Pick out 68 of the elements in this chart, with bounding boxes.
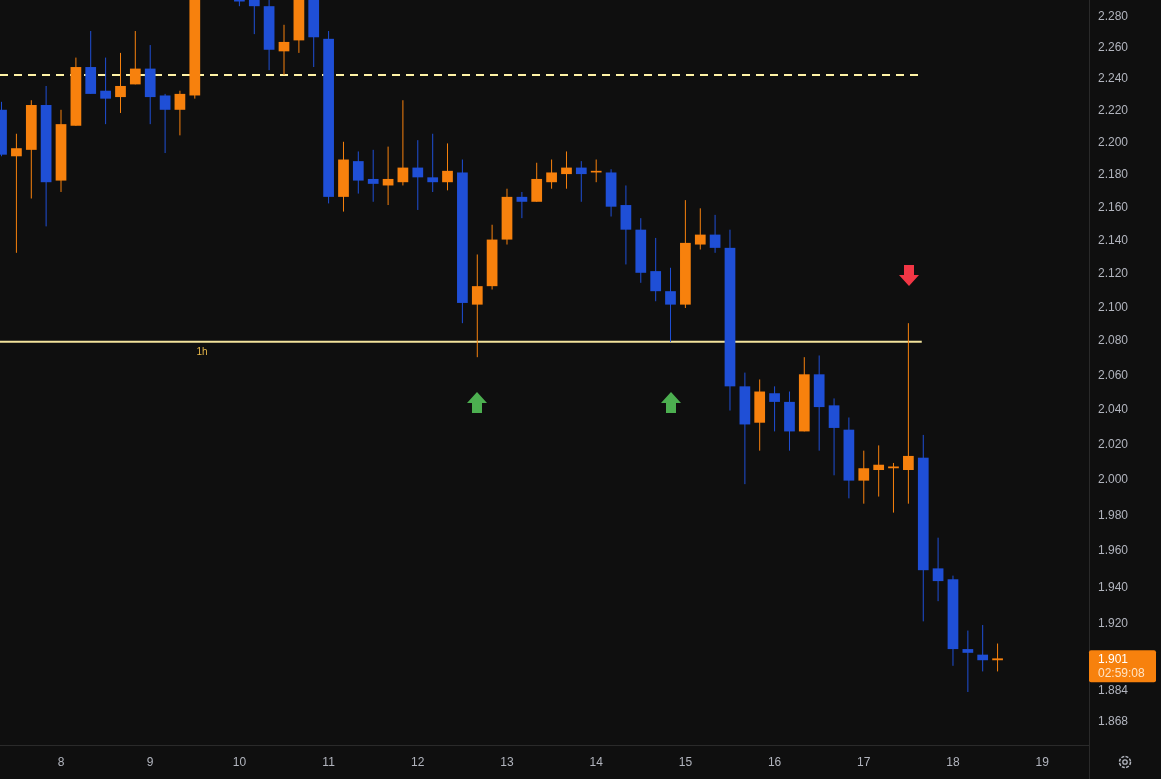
candlestick: [248, 0, 260, 35]
x-tick-label: 19: [1035, 755, 1050, 769]
y-tick-label: 1.940: [1098, 579, 1129, 594]
candlestick: [932, 537, 944, 602]
x-tick-label: 9: [146, 755, 154, 769]
x-tick-label: 16: [767, 755, 782, 769]
text: 02:59:08: [1098, 666, 1146, 681]
x-tick-label: 18: [946, 755, 960, 769]
candlestick: [903, 322, 914, 505]
candlestick: [873, 444, 885, 498]
candlestick: [100, 57, 111, 125]
candlestick: [888, 462, 899, 514]
x-tick-label: 10: [232, 755, 247, 769]
y-tick-label: 2.160: [1098, 199, 1129, 214]
candlestick: [992, 643, 1003, 672]
candlestick: [575, 160, 587, 203]
candlestick: [442, 142, 453, 191]
y-tick-label: 1.868: [1098, 713, 1129, 728]
x-tick-label: 8: [57, 755, 65, 769]
candlestick: [828, 397, 840, 476]
x-tick-label: 11: [322, 755, 336, 769]
y-tick-label: 2.180: [1098, 167, 1129, 182]
candlestick: [516, 191, 528, 219]
x-tick-label: 12: [411, 755, 425, 769]
candlestick: [352, 150, 364, 195]
y-tick-label: 2.040: [1098, 402, 1129, 417]
candlestick: [129, 30, 141, 85]
ref-line-label: 1h: [196, 345, 208, 357]
candlestick: [709, 214, 721, 254]
candlestick: [665, 267, 676, 343]
candlestick: [427, 133, 439, 193]
y-tick-label: 2.020: [1098, 436, 1129, 451]
y-tick-label: 1.884: [1098, 683, 1129, 698]
y-tick-label: 2.100: [1098, 299, 1129, 314]
y-tick-label: 1.980: [1098, 507, 1129, 522]
y-tick-label: 2.060: [1098, 367, 1129, 382]
y-tick-label: 2.280: [1098, 8, 1129, 23]
y-tick-label: 2.000: [1098, 472, 1129, 487]
candlestick: [11, 133, 22, 254]
candlestick: [531, 162, 543, 203]
candlestick: [694, 207, 706, 250]
candlestick: [561, 150, 572, 190]
y-tick-label: 2.240: [1098, 71, 1129, 86]
candlestick: [977, 624, 989, 672]
y-tick-label: 2.220: [1098, 102, 1129, 117]
y-tick-label: 2.200: [1098, 134, 1129, 149]
candlestick: [769, 385, 780, 432]
y-tick-label: 2.120: [1098, 265, 1129, 280]
x-tick-label: 13: [500, 755, 514, 769]
y-tick-label: 1.960: [1098, 543, 1129, 558]
candlestick: [115, 52, 126, 114]
candlestick: [159, 93, 171, 154]
candlestick: [367, 149, 379, 203]
candlestick: [650, 237, 662, 302]
candlestick: [962, 630, 974, 693]
text: 1.901: [1098, 652, 1129, 667]
y-tick-label: 2.140: [1098, 232, 1129, 247]
y-tick-label: 2.260: [1098, 39, 1129, 54]
x-tick-label: 15: [678, 755, 693, 769]
candlestick: [471, 253, 483, 358]
y-tick-label: 1.920: [1098, 616, 1129, 631]
candlestick: [546, 159, 557, 190]
candlestick: [174, 90, 186, 136]
x-tick-label: 17: [857, 755, 871, 769]
y-tick-label: 2.080: [1098, 333, 1129, 348]
candlestick: [412, 139, 424, 211]
x-tick-label: 14: [589, 755, 604, 769]
candlestick: [858, 450, 870, 505]
